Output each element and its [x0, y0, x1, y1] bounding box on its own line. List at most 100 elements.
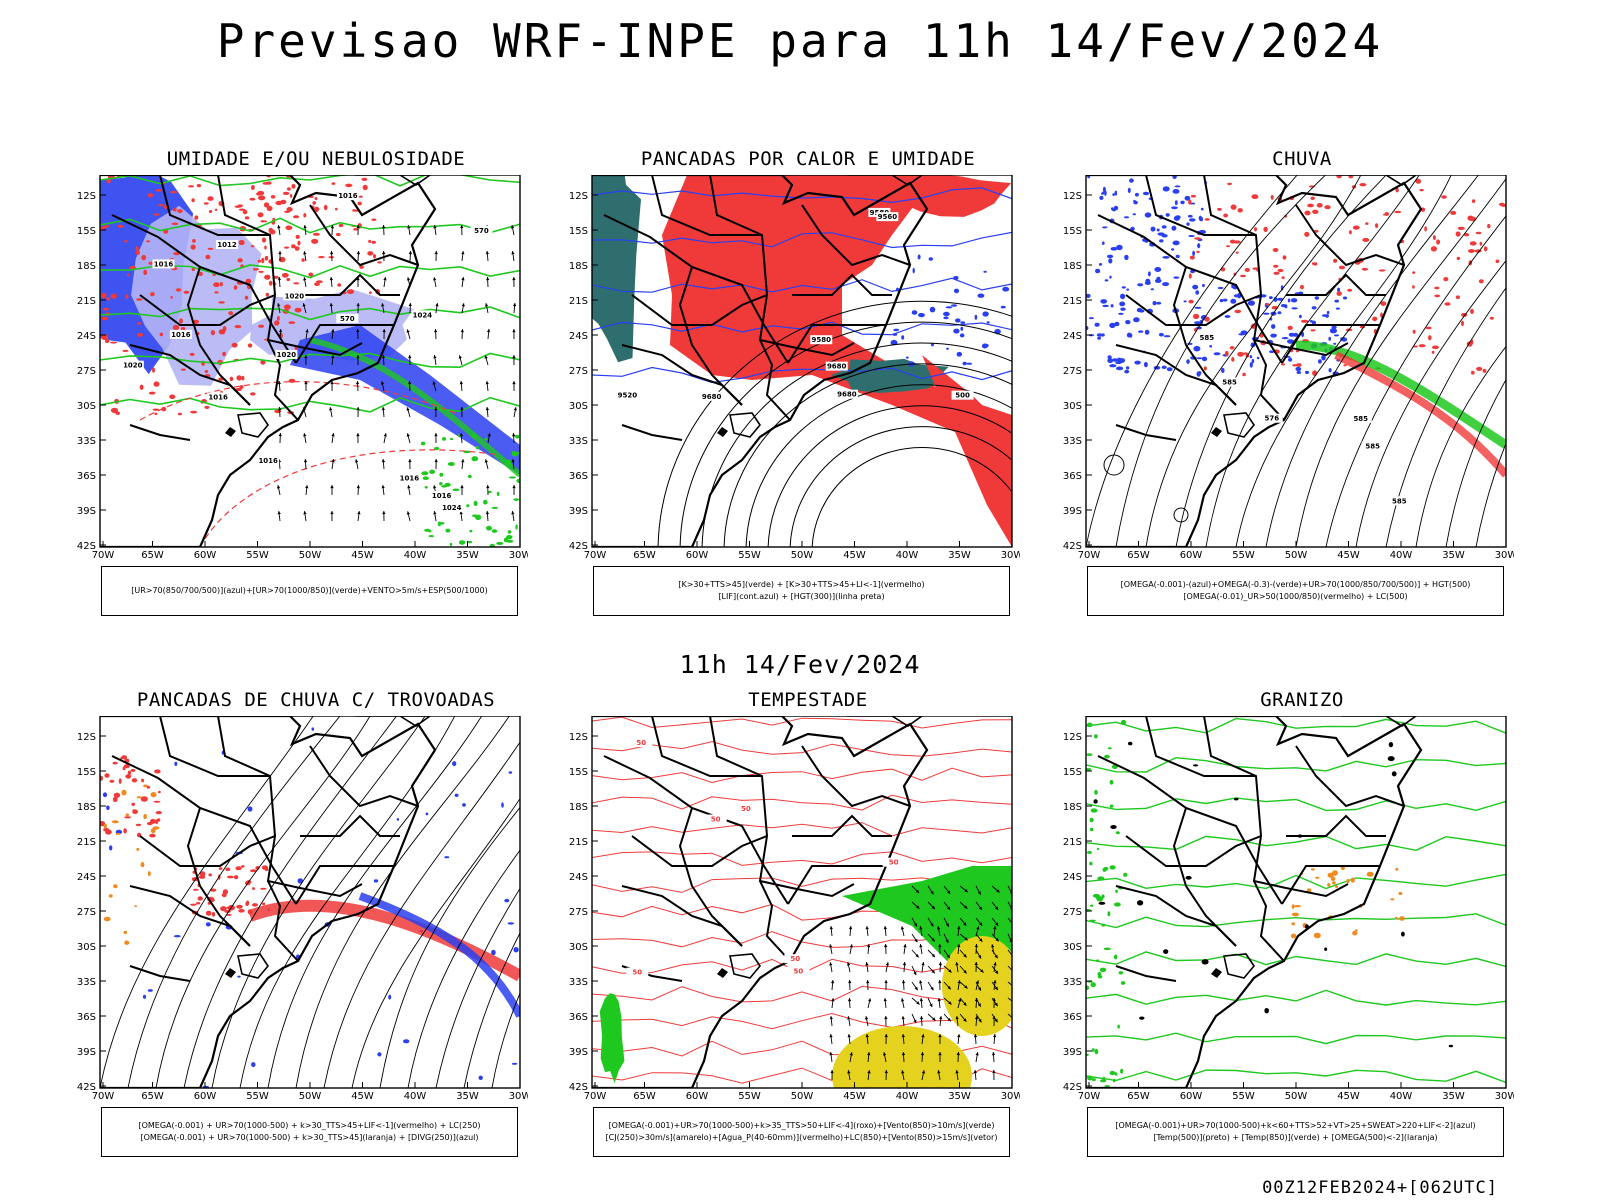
panel-legend: [UR>70(850/700/500)](azul)+[UR>70(1000/8… [101, 566, 518, 616]
wind-arrow-head [955, 1070, 959, 1074]
field-speck [170, 296, 173, 299]
wind-arrow-head [948, 969, 952, 973]
wind-arrow-head [329, 303, 333, 307]
wind-arrow-head [459, 381, 463, 385]
wind-arrow-head [382, 329, 386, 333]
wind-arrow-head [304, 381, 308, 385]
country-border [1295, 745, 1405, 808]
field-speck [403, 1039, 410, 1044]
field-speck [368, 239, 372, 243]
field-speck [1089, 919, 1096, 922]
panel-legend: [OMEGA(-0.001)+UR>70(1000-500)+k>35_TTS>… [593, 1107, 1010, 1157]
panel-pancadas-calor: PANCADAS POR CALOR E UMIDADE 9680 9680 9580… [568, 148, 1048, 648]
streamline [1205, 175, 1420, 547]
wind-arrow-head [303, 459, 308, 463]
field-speck [371, 218, 377, 221]
field-speck [1102, 1076, 1106, 1082]
lat-tick-label: 12S [77, 732, 96, 743]
lat-tick-label: 21S [1063, 296, 1082, 307]
field-speck [233, 285, 238, 290]
field-speck [1295, 366, 1302, 372]
field-speck [1273, 271, 1280, 275]
lat-tick-label: 18S [569, 802, 588, 813]
wind-arrow-head [974, 944, 978, 948]
wind-arrow-head [485, 407, 490, 411]
field-speck [1124, 369, 1130, 374]
wind-arrow-head [433, 485, 437, 489]
field-speck [1328, 336, 1331, 341]
field-speck [1152, 301, 1157, 306]
field-speck [437, 521, 441, 527]
field-speck [1097, 876, 1105, 881]
map-area [1086, 716, 1506, 1088]
lon-tick-label: 40W [1390, 550, 1413, 561]
field-speck [247, 806, 253, 812]
wind-arrow-head [915, 954, 919, 958]
field-speck [208, 873, 212, 877]
convective-area [922, 355, 1012, 547]
field-speck [1114, 190, 1118, 196]
field-speck [1088, 317, 1094, 320]
wind-arrow-head [278, 329, 283, 333]
field-speck [1223, 213, 1228, 218]
country-border [1145, 716, 1256, 777]
field-speck [1251, 194, 1259, 200]
wind-arrow-head [512, 381, 516, 385]
field-speck [1412, 271, 1416, 274]
field-speck [1162, 186, 1170, 192]
field-speck [1117, 357, 1122, 362]
field-speck [1290, 298, 1298, 303]
field-speck [194, 215, 199, 220]
wind-arrow-head [461, 303, 465, 307]
temp850-contour [1086, 951, 1506, 968]
panel-legend: [K>30+TTS>45](verde) + [K>30+TTS>45+LI<-… [593, 566, 1010, 616]
field-speck [1434, 294, 1441, 298]
field-speck [1142, 191, 1150, 196]
field-speck [282, 191, 290, 195]
wind-arrow-head [884, 944, 888, 948]
field-speck [106, 805, 110, 811]
field-speck [293, 215, 300, 219]
wind-arrow-head [963, 1018, 967, 1022]
field-speck [1455, 231, 1461, 237]
wind-arrow-head [901, 980, 906, 984]
field-speck [1089, 817, 1094, 823]
wind-arrow-head [355, 381, 360, 385]
field-speck [1309, 320, 1313, 323]
wind-arrow-head [460, 329, 464, 333]
field-speck [1196, 357, 1203, 360]
field-speck [1237, 351, 1244, 357]
field-speck [1247, 300, 1255, 306]
field-speck [1109, 865, 1116, 870]
contour-label-bg [787, 966, 810, 976]
contour-label-bg [257, 455, 280, 465]
field-speck [126, 273, 130, 277]
contour-label-bg [1218, 377, 1241, 387]
field-speck [211, 911, 216, 917]
wind-arrow-head [460, 225, 464, 229]
lon-tick-label: 60W [194, 1091, 217, 1102]
wind-arrow-head [849, 1052, 853, 1056]
wind-arrow-head [974, 962, 978, 966]
coastline [592, 716, 929, 1088]
field-speck [1103, 947, 1111, 951]
field-speck [1188, 235, 1195, 237]
contour-label: 585 [1222, 379, 1237, 387]
field-speck [197, 896, 203, 901]
field-speck [1441, 195, 1447, 199]
lon-tick-label: 40W [1390, 1091, 1413, 1102]
lat-tick-label: 15S [77, 226, 96, 237]
wind-arrow-head [356, 329, 360, 333]
wind-arrow-head [303, 251, 307, 255]
field-speck [1143, 361, 1148, 368]
field-speck [1192, 764, 1199, 767]
wind-arrow-head [847, 1034, 851, 1038]
coastline-north [355, 716, 432, 727]
field-speck [154, 412, 158, 416]
field-speck [1350, 877, 1355, 883]
contour-label-bg [398, 473, 421, 483]
wind-arrow-head [938, 1034, 942, 1038]
field-speck [1137, 283, 1144, 287]
field-speck [1183, 300, 1187, 303]
field-speck [170, 190, 178, 194]
